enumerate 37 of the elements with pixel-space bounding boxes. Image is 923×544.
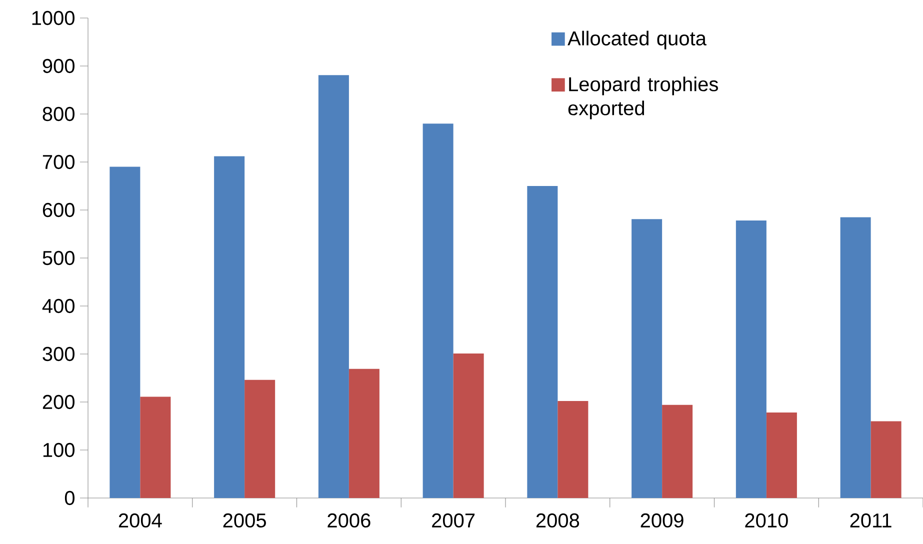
bar — [244, 380, 276, 498]
bar — [662, 404, 693, 498]
y-tick-label: 700 — [42, 154, 74, 170]
bar — [558, 401, 588, 498]
y-tick-label: 600 — [42, 202, 74, 218]
bar — [870, 421, 902, 498]
legend-label: Leopard trophies exported — [568, 76, 718, 120]
x-tick-label: 2005 — [223, 513, 266, 528]
y-tick-label: 400 — [42, 298, 74, 314]
bar — [766, 412, 797, 498]
bar — [840, 217, 871, 498]
x-tick-label: 2011 — [850, 513, 892, 528]
legend-label: Allocated quota — [568, 30, 706, 50]
y-tick-label: 800 — [42, 106, 74, 122]
x-tick-label: 2009 — [640, 513, 684, 528]
x-tick-label: 2006 — [328, 513, 370, 528]
x-tick-label: 2010 — [745, 513, 788, 528]
bar — [214, 156, 245, 498]
x-tick-label: 2008 — [536, 513, 580, 528]
bar — [632, 219, 662, 498]
bar — [453, 354, 484, 498]
y-tick-label: 100 — [43, 442, 74, 458]
bar — [140, 396, 171, 498]
y-tick-label: 300 — [42, 346, 74, 362]
bar — [527, 186, 558, 498]
y-tick-label: 0 — [64, 490, 74, 506]
bar — [110, 166, 140, 498]
bar — [736, 220, 766, 498]
y-tick-label: 200 — [42, 394, 74, 410]
bar — [348, 368, 380, 498]
bar — [318, 75, 349, 498]
x-tick-label: 2007 — [432, 513, 475, 528]
x-tick-label: 2004 — [118, 513, 162, 528]
y-tick-label: 500 — [42, 250, 74, 266]
y-tick-label: 900 — [42, 58, 74, 74]
y-tick-label: 1000 — [32, 10, 74, 26]
bar — [422, 124, 454, 498]
